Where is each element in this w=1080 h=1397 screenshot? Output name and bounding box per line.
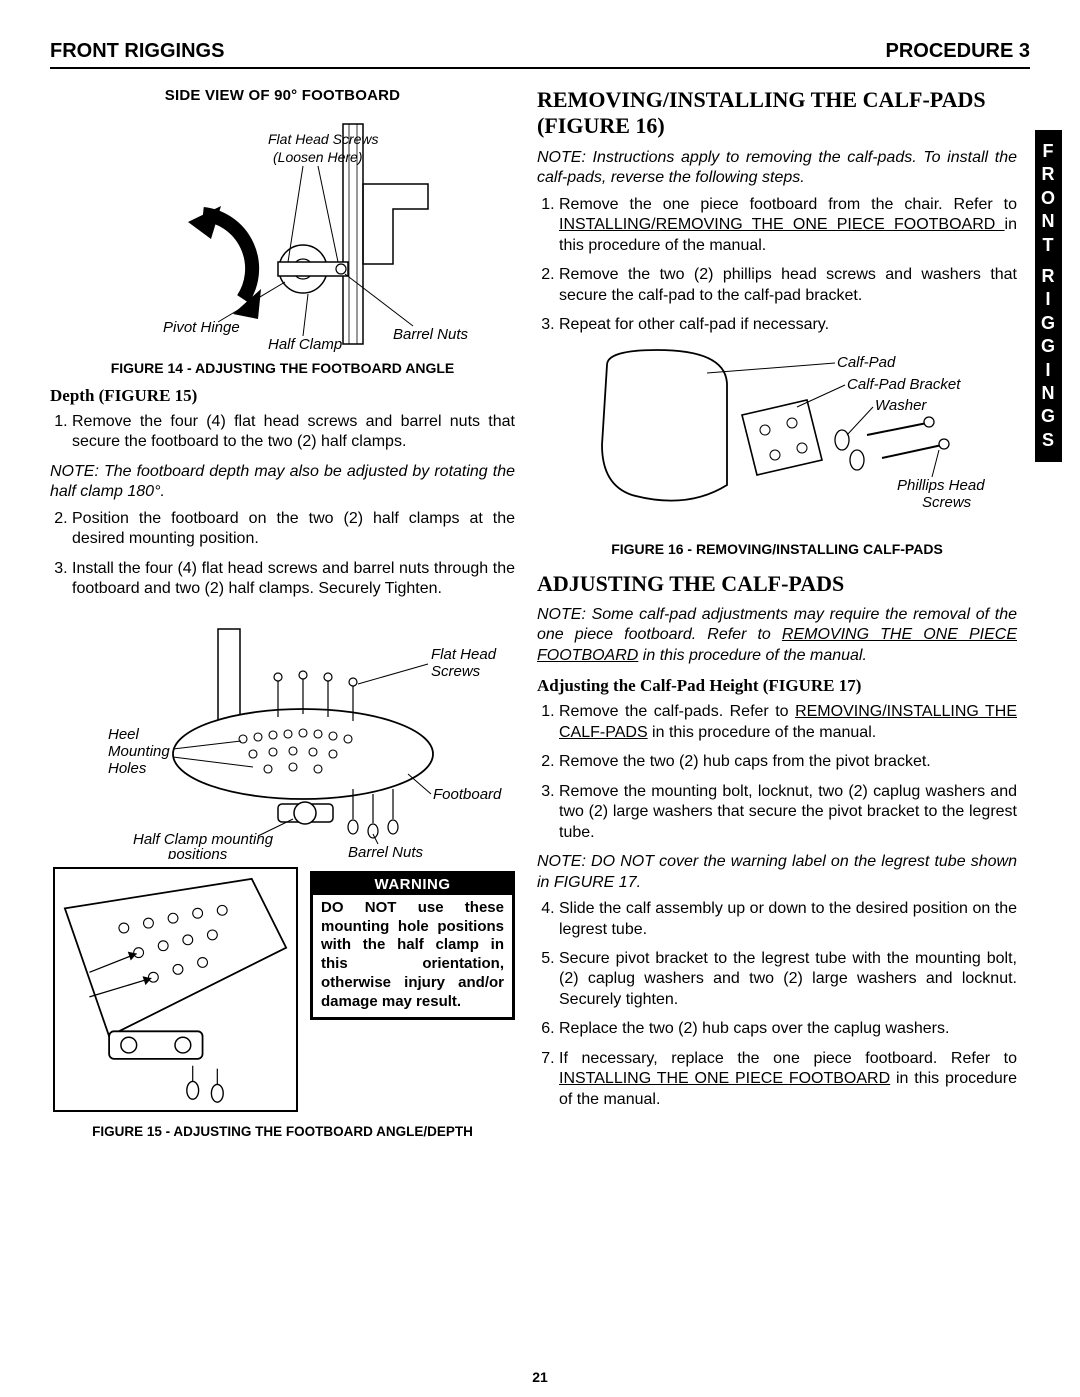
lbl15-hc2: positions <box>167 846 228 859</box>
depth-steps-2: Position the footboard on the two (2) ha… <box>72 509 515 600</box>
adjusting-subheading: Adjusting the Calf-Pad Height (FIGURE 17… <box>537 676 1017 696</box>
lbl15-fh1: Flat Head <box>431 646 497 663</box>
depth-heading: Depth (FIGURE 15) <box>50 386 515 406</box>
lbl16-ph2: Screws <box>922 494 972 511</box>
lbl-flathead: Flat Head Screws <box>268 131 378 147</box>
adj-step-6: Replace the two (2) hub caps over the ca… <box>559 1019 1017 1039</box>
removing-step-1: Remove the one piece footboard from the … <box>559 195 1017 256</box>
lbl16-washer: Washer <box>875 397 927 414</box>
fig14-diagram: Flat Head Screws (Loosen Here) Pivot Hin… <box>93 114 473 354</box>
left-column: SIDE VIEW OF 90° FOOTBOARD Flat Head Scr… <box>50 81 515 1145</box>
removing-note: NOTE: Instructions apply to removing the… <box>537 148 1017 189</box>
removing-step-3: Repeat for other calf-pad if necessary. <box>559 315 1017 335</box>
lbl15-fh2: Screws <box>431 663 481 680</box>
adj-step-1: Remove the calf-pads. Refer to REMOVING/… <box>559 702 1017 743</box>
removing-steps: Remove the one piece footboard from the … <box>559 195 1017 336</box>
fig14-caption: FIGURE 14 - ADJUSTING THE FOOTBOARD ANGL… <box>50 360 515 376</box>
depth-note: NOTE: The footboard depth may also be ad… <box>50 462 515 503</box>
side-tab: FRONT RIGGINGS <box>1035 130 1062 462</box>
adj-step-5: Secure pivot bracket to the legrest tube… <box>559 949 1017 1010</box>
removing-heading: REMOVING/INSTALLING THE CALF-PADS (FIGUR… <box>537 87 1017 140</box>
lbl-loosen: (Loosen Here) <box>273 149 363 165</box>
adj-step-7: If necessary, replace the one piece foot… <box>559 1049 1017 1110</box>
removing-step-2: Remove the two (2) phillips head screws … <box>559 265 1017 306</box>
lbl-halfclamp: Half Clamp <box>268 336 342 353</box>
warning-box: WARNING DO NOT use these mounting hole p… <box>310 871 515 1021</box>
warning-title: WARNING <box>313 874 512 895</box>
lbl16-bracket: Calf-Pad Bracket <box>847 376 961 393</box>
fig16-caption: FIGURE 16 - REMOVING/INSTALLING CALF-PAD… <box>537 541 1017 557</box>
adj-step-2: Remove the two (2) hub caps from the piv… <box>559 752 1017 772</box>
page-number: 21 <box>0 1369 1080 1385</box>
lbl15-heel2: Mounting <box>108 743 170 760</box>
adj-step-4: Slide the calf assembly up or down to th… <box>559 899 1017 940</box>
lbl15-footboard: Footboard <box>433 786 502 803</box>
adjusting-heading: ADJUSTING THE CALF-PADS <box>537 571 1017 597</box>
fig15-diagram-top: Flat Head Screws Heel Mounting Holes Foo… <box>53 609 513 859</box>
adjusting-steps-2: Slide the calf assembly up or down to th… <box>559 899 1017 1110</box>
lbl15-heel1: Heel <box>108 726 140 743</box>
adjusting-note: NOTE: Some calf-pad adjustments may requ… <box>537 605 1017 666</box>
header-right: PROCEDURE 3 <box>886 40 1030 63</box>
adjusting-steps: Remove the calf-pads. Refer to REMOVING/… <box>559 702 1017 843</box>
fig15-caption: FIGURE 15 - ADJUSTING THE FOOTBOARD ANGL… <box>50 1124 515 1139</box>
lbl-barrel: Barrel Nuts <box>393 326 469 343</box>
adj-step-3: Remove the mounting bolt, locknut, two (… <box>559 782 1017 843</box>
page-header: FRONT RIGGINGS PROCEDURE 3 <box>50 40 1030 69</box>
lbl16-calfpad: Calf-Pad <box>837 354 896 371</box>
lbl15-bn: Barrel Nuts <box>348 844 424 859</box>
lbl16-ph1: Phillips Head <box>897 477 985 494</box>
depth-steps: Remove the four (4) flat head screws and… <box>72 412 515 453</box>
fig16-diagram: Calf-Pad Calf-Pad Bracket Washer Phillip… <box>547 345 1007 535</box>
depth-step-1: Remove the four (4) flat head screws and… <box>72 412 515 453</box>
lbl-pivot: Pivot Hinge <box>163 319 240 336</box>
fig14-title: SIDE VIEW OF 90° FOOTBOARD <box>50 87 515 104</box>
header-left: FRONT RIGGINGS <box>50 40 224 63</box>
warning-text: DO NOT use these mounting hole positions… <box>321 899 504 1012</box>
adjusting-note2: NOTE: DO NOT cover the warning label on … <box>537 852 1017 893</box>
right-column: REMOVING/INSTALLING THE CALF-PADS (FIGUR… <box>537 81 1017 1145</box>
depth-step-2: Position the footboard on the two (2) ha… <box>72 509 515 550</box>
depth-step-3: Install the four (4) flat head screws an… <box>72 559 515 600</box>
fig15-diagram-bottom <box>53 867 298 1112</box>
lbl15-heel3: Holes <box>108 760 147 777</box>
